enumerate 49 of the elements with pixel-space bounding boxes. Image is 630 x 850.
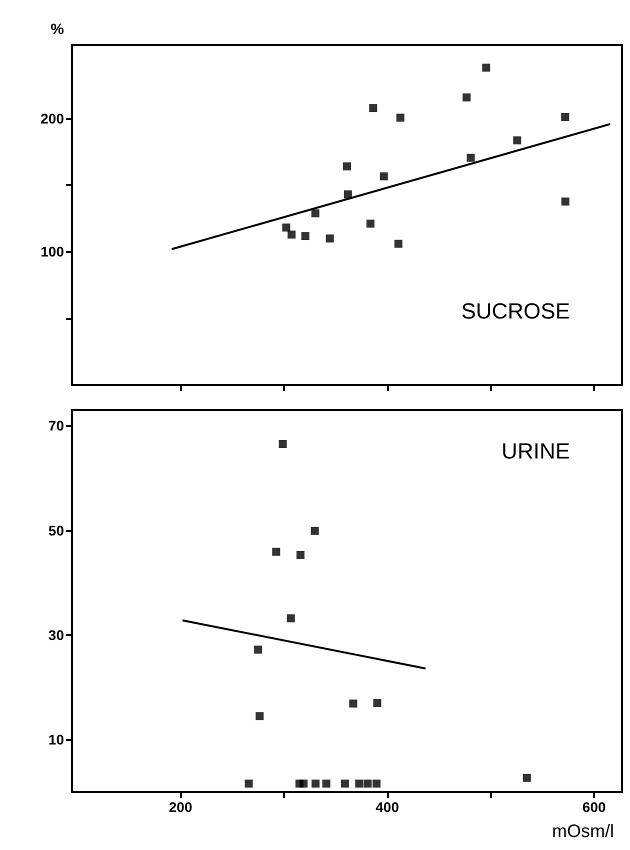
point bbox=[561, 113, 570, 121]
y-tick-label: 10 bbox=[48, 732, 64, 748]
point bbox=[322, 780, 330, 788]
y-tick-label: 200 bbox=[40, 110, 64, 126]
point bbox=[380, 172, 388, 180]
point bbox=[326, 234, 334, 242]
point bbox=[286, 614, 295, 622]
point bbox=[344, 190, 352, 198]
point bbox=[513, 136, 522, 144]
point bbox=[310, 526, 319, 535]
point bbox=[282, 224, 290, 232]
point bbox=[355, 780, 364, 788]
y-tick-label: 100 bbox=[40, 244, 64, 260]
point bbox=[349, 700, 358, 708]
point bbox=[466, 154, 475, 162]
point bbox=[256, 712, 264, 720]
point bbox=[394, 240, 402, 248]
point bbox=[296, 550, 304, 559]
point bbox=[272, 548, 280, 556]
point bbox=[396, 114, 404, 122]
x-tick-label: 200 bbox=[168, 799, 192, 815]
point bbox=[462, 93, 471, 102]
point bbox=[364, 780, 372, 788]
point bbox=[300, 780, 308, 788]
x-axis-title: mOsm/l bbox=[552, 821, 614, 841]
y-axis-title: % bbox=[50, 21, 64, 38]
y-tick-label: 30 bbox=[48, 627, 64, 644]
point bbox=[278, 440, 287, 448]
point bbox=[366, 220, 374, 228]
point bbox=[522, 774, 531, 782]
point bbox=[561, 198, 570, 206]
point bbox=[312, 780, 320, 788]
point bbox=[311, 209, 320, 218]
point bbox=[244, 780, 253, 788]
point bbox=[254, 646, 262, 654]
text: SUCROSE bbox=[461, 298, 570, 324]
point bbox=[373, 699, 382, 708]
y-tick-label: 50 bbox=[48, 522, 64, 538]
x-tick-label: 600 bbox=[582, 799, 606, 815]
point bbox=[301, 232, 310, 240]
y-tick-label: 70 bbox=[48, 418, 64, 434]
point bbox=[482, 64, 490, 72]
x-tick-label: 400 bbox=[376, 799, 400, 815]
point bbox=[288, 230, 296, 239]
text: URINE bbox=[502, 438, 570, 464]
point bbox=[369, 104, 378, 112]
point bbox=[372, 780, 381, 788]
point bbox=[343, 162, 351, 170]
point bbox=[340, 780, 349, 788]
